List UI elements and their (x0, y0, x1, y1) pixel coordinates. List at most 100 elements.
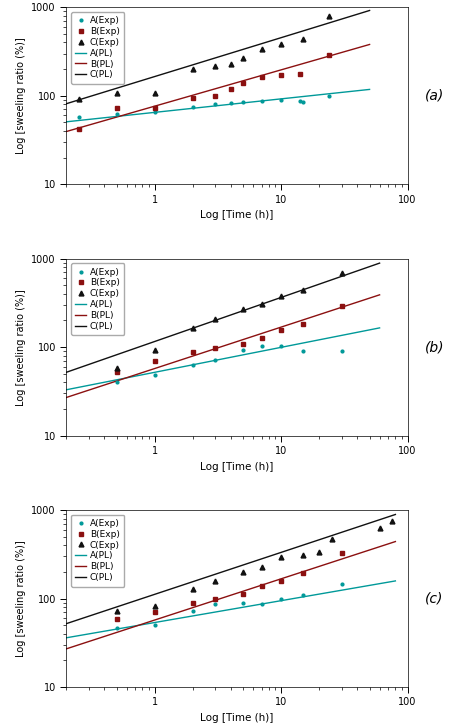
B(Exp) (152, 356, 157, 365)
C(Exp) (212, 62, 218, 71)
C(Exp) (190, 65, 196, 73)
A(Exp) (259, 600, 264, 608)
B(Exp) (76, 125, 82, 134)
B(Exp) (278, 325, 284, 334)
B(Exp) (152, 103, 157, 112)
C(Exp) (240, 305, 246, 313)
C(Exp) (278, 292, 284, 301)
B(Exp) (114, 615, 119, 624)
Y-axis label: Log [sweeling ratio (%)]: Log [sweeling ratio (%)] (16, 289, 26, 406)
A(Exp) (327, 92, 332, 100)
C(Exp) (327, 12, 332, 20)
B(Exp) (339, 549, 345, 558)
A(Exp) (212, 356, 218, 364)
C(Exp) (317, 547, 322, 556)
Line: B(Exp): B(Exp) (114, 551, 344, 622)
B(Exp) (228, 84, 234, 93)
X-axis label: Log [Time (h)]: Log [Time (h)] (201, 713, 273, 723)
C(Exp) (152, 89, 157, 97)
C(Exp) (301, 35, 306, 44)
A(Exp) (152, 108, 157, 117)
A(Exp) (114, 110, 119, 119)
C(Exp) (240, 54, 246, 63)
C(Exp) (212, 315, 218, 324)
A(PL) (367, 85, 373, 94)
C(Exp) (212, 577, 218, 585)
C(Exp) (152, 345, 157, 354)
C(Exp) (228, 60, 234, 68)
C(Exp) (190, 585, 196, 593)
Legend: A(Exp), B(Exp), C(Exp), A(PL), B(PL), C(PL): A(Exp), B(Exp), C(Exp), A(PL), B(PL), C(… (71, 515, 124, 587)
Line: A(PL): A(PL) (66, 581, 395, 638)
A(Exp) (190, 103, 196, 111)
A(Exp) (228, 99, 234, 108)
B(PL) (367, 40, 373, 49)
B(PL) (64, 393, 69, 402)
Line: C(Exp): C(Exp) (114, 519, 394, 613)
C(Exp) (278, 39, 284, 48)
Legend: A(Exp), B(Exp), C(Exp), A(PL), B(PL), C(PL): A(Exp), B(Exp), C(Exp), A(PL), B(PL), C(… (71, 263, 124, 335)
Text: (b): (b) (425, 340, 444, 354)
C(Exp) (389, 517, 395, 526)
A(Exp) (301, 97, 306, 106)
B(PL) (392, 537, 398, 546)
B(Exp) (212, 344, 218, 353)
X-axis label: Log [Time (h)]: Log [Time (h)] (201, 462, 273, 472)
C(Exp) (114, 89, 119, 97)
C(Exp) (278, 553, 284, 561)
Line: B(Exp): B(Exp) (114, 303, 344, 374)
A(Exp) (240, 599, 246, 608)
A(Exp) (114, 624, 119, 632)
B(Exp) (240, 340, 246, 348)
Y-axis label: Log [sweeling ratio (%)]: Log [sweeling ratio (%)] (16, 540, 26, 657)
C(Exp) (328, 534, 334, 543)
C(Exp) (152, 601, 157, 610)
A(Exp) (240, 345, 246, 354)
B(Exp) (212, 595, 218, 603)
Line: C(Exp): C(Exp) (114, 270, 344, 371)
B(Exp) (240, 79, 246, 87)
A(Exp) (152, 371, 157, 379)
Line: B(PL): B(PL) (38, 44, 370, 140)
C(Exp) (114, 364, 119, 372)
A(Exp) (278, 95, 284, 104)
B(Exp) (212, 92, 218, 100)
C(Exp) (114, 606, 119, 615)
C(Exp) (259, 300, 264, 308)
Line: A(PL): A(PL) (66, 328, 380, 390)
A(Exp) (339, 347, 345, 356)
A(Exp) (212, 600, 218, 608)
B(PL) (64, 644, 69, 653)
B(Exp) (114, 367, 119, 376)
B(Exp) (190, 348, 196, 356)
A(Exp) (301, 590, 306, 599)
B(Exp) (190, 599, 196, 608)
B(Exp) (152, 608, 157, 616)
B(Exp) (327, 50, 332, 59)
B(Exp) (240, 590, 246, 598)
C(Exp) (259, 45, 264, 54)
C(Exp) (301, 551, 306, 560)
B(PL) (36, 135, 41, 144)
Legend: A(Exp), B(Exp), C(Exp), A(PL), B(PL), C(PL): A(Exp), B(Exp), C(Exp), A(PL), B(PL), C(… (71, 12, 124, 84)
A(PL) (36, 121, 41, 129)
A(PL) (64, 633, 69, 642)
B(Exp) (259, 73, 264, 81)
A(Exp) (301, 347, 306, 356)
B(Exp) (114, 104, 119, 113)
A(Exp) (212, 100, 218, 109)
A(PL) (64, 385, 69, 394)
Text: (c): (c) (425, 592, 443, 606)
C(Exp) (190, 324, 196, 333)
A(Exp) (278, 342, 284, 350)
B(Exp) (301, 320, 306, 329)
B(Exp) (339, 301, 345, 310)
C(Exp) (377, 523, 383, 532)
A(Exp) (259, 342, 264, 350)
A(Exp) (76, 113, 82, 121)
B(Exp) (278, 577, 284, 585)
C(Exp) (259, 563, 264, 571)
B(Exp) (259, 582, 264, 590)
B(PL) (377, 291, 383, 300)
Line: C(Exp): C(Exp) (76, 14, 332, 101)
